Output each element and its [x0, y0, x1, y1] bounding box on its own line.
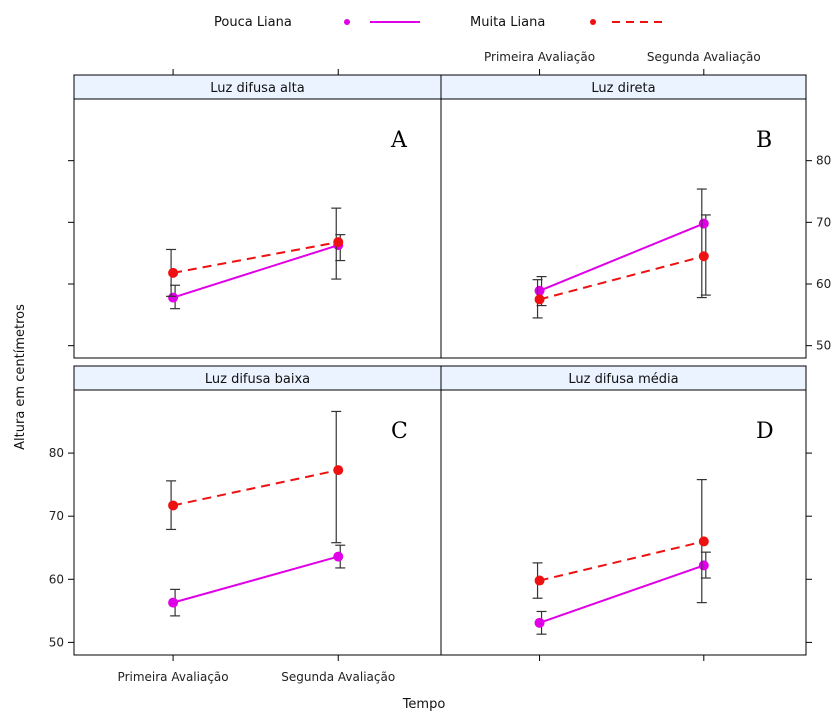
series-line-muita: [172, 469, 339, 507]
data-point-pouca: [168, 292, 179, 303]
panel-title: Luz direta: [591, 81, 655, 96]
data-point-pouca: [534, 285, 545, 296]
y-axis-title: Altura em centímetros: [13, 304, 28, 450]
y-tick-label-left: 80: [49, 446, 64, 460]
data-point-muita: [333, 237, 344, 248]
panel-title: Luz difusa média: [568, 372, 678, 387]
panel-title: Luz difusa baixa: [205, 372, 310, 387]
data-point-pouca: [698, 560, 709, 571]
series-line-pouca: [539, 222, 705, 292]
panel-letter: B: [756, 128, 772, 153]
legend-label-pouca: Pouca Liana: [214, 15, 292, 30]
data-point-pouca: [333, 551, 344, 562]
panel-row-frame-0: [73, 74, 807, 359]
series-line-muita: [539, 255, 705, 301]
data-point-pouca: [168, 597, 179, 608]
data-point-muita: [168, 267, 179, 278]
y-tick-label-left: 60: [49, 572, 64, 586]
panel-frame: [440, 365, 807, 656]
panel-letter: C: [391, 419, 408, 444]
data-point-muita: [698, 251, 709, 262]
x-tick-label-top: Segunda Avaliação: [647, 50, 761, 64]
data-point-pouca: [698, 218, 709, 229]
y-tick-label-right: 60: [816, 277, 831, 291]
legend: Pouca Liana Muita Liana: [214, 15, 662, 30]
panel-letter: D: [756, 419, 774, 444]
x-tick-label-bottom: Segunda Avaliação: [281, 670, 395, 684]
data-point-pouca: [534, 617, 545, 628]
series-line-pouca: [539, 564, 705, 624]
panel-frame: [440, 74, 807, 359]
y-tick-label-left: 70: [49, 509, 64, 523]
x-tick-label-top: Primeira Avaliação: [484, 50, 595, 64]
panel-letter: A: [390, 128, 408, 153]
y-tick-label-right: 50: [816, 339, 831, 353]
data-point-muita: [333, 465, 344, 476]
panel-B: Luz direta B: [440, 74, 807, 359]
panel-frame: [73, 74, 442, 359]
x-axis-title: Tempo: [402, 697, 446, 712]
panel-D: Luz difusa média D: [440, 365, 807, 656]
series-line-pouca: [172, 555, 339, 604]
data-point-muita: [168, 500, 179, 511]
series-line-muita: [539, 540, 705, 582]
legend-marker-pouca: [344, 19, 350, 25]
panel-title: Luz difusa alta: [210, 81, 304, 96]
panel-row-frame-1: [73, 365, 807, 656]
series-line-muita: [172, 241, 339, 274]
panels-layer: Luz difusa alta A Luz direta B Luz difusa ba…: [49, 50, 832, 684]
y-tick-label-left: 50: [49, 635, 64, 649]
x-tick-label-bottom: Primeira Avaliação: [118, 670, 229, 684]
legend-label-muita: Muita Liana: [470, 15, 545, 30]
y-tick-label-right: 80: [816, 154, 831, 168]
series-line-pouca: [172, 244, 339, 299]
panel-strip: [440, 365, 807, 391]
data-point-muita: [534, 294, 545, 305]
panel-C: Luz difusa baixa C: [73, 365, 442, 656]
panel-frame: [73, 365, 442, 656]
data-point-muita: [534, 575, 545, 586]
y-tick-label-right: 70: [816, 215, 831, 229]
legend-marker-muita: [590, 19, 596, 25]
panel-A: Luz difusa alta A: [73, 74, 442, 359]
data-point-muita: [698, 536, 709, 547]
